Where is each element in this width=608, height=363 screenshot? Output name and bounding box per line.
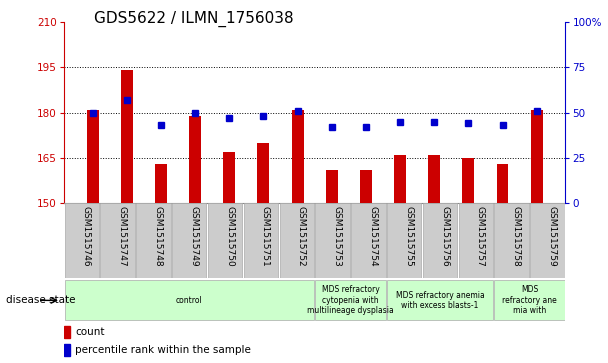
Bar (531, 110, 543, 203)
Text: GSM1515748: GSM1515748 (153, 205, 162, 266)
Bar (316, 280, 385, 321)
Bar (121, 70, 133, 203)
Bar (458, 203, 493, 278)
Bar (223, 152, 235, 203)
Bar (100, 203, 135, 278)
Bar (387, 203, 421, 278)
Text: disease state: disease state (6, 295, 75, 305)
Text: control: control (176, 296, 202, 305)
Bar (494, 280, 565, 321)
Bar (244, 203, 278, 278)
Bar (208, 203, 242, 278)
Text: MDS refractory
cytopenia with
multilineage dysplasia: MDS refractory cytopenia with multilinea… (307, 285, 394, 315)
Text: MDS refractory anemia
with excess blasts-1: MDS refractory anemia with excess blasts… (396, 291, 485, 310)
Text: GSM1515757: GSM1515757 (476, 205, 485, 266)
Text: GSM1515751: GSM1515751 (261, 205, 270, 266)
Text: GSM1515755: GSM1515755 (404, 205, 413, 266)
Text: count: count (75, 327, 105, 337)
Bar (360, 170, 372, 203)
Text: MDS
refractory ane
mia with: MDS refractory ane mia with (502, 285, 557, 315)
Text: GSM1515753: GSM1515753 (333, 205, 342, 266)
Bar (316, 203, 350, 278)
Bar (257, 143, 269, 203)
Bar (64, 326, 70, 338)
Bar (292, 110, 303, 203)
Text: GSM1515749: GSM1515749 (189, 205, 198, 266)
Bar (387, 280, 493, 321)
Bar (64, 203, 99, 278)
Bar (428, 155, 440, 203)
Bar (86, 110, 98, 203)
Bar (494, 203, 529, 278)
Bar (351, 203, 385, 278)
Bar (189, 115, 201, 203)
Bar (64, 344, 70, 356)
Text: percentile rank within the sample: percentile rank within the sample (75, 345, 251, 355)
Text: GSM1515750: GSM1515750 (225, 205, 234, 266)
Text: GSM1515747: GSM1515747 (117, 205, 126, 266)
Text: GSM1515758: GSM1515758 (512, 205, 520, 266)
Bar (172, 203, 207, 278)
Text: GSM1515756: GSM1515756 (440, 205, 449, 266)
Text: GSM1515746: GSM1515746 (81, 205, 91, 266)
Bar (155, 164, 167, 203)
Bar (64, 280, 314, 321)
Text: GDS5622 / ILMN_1756038: GDS5622 / ILMN_1756038 (94, 11, 294, 27)
Bar (423, 203, 457, 278)
Bar (530, 203, 565, 278)
Bar (462, 158, 474, 203)
Bar (136, 203, 171, 278)
Text: GSM1515754: GSM1515754 (368, 205, 378, 266)
Text: GSM1515752: GSM1515752 (297, 205, 306, 266)
Bar (497, 164, 508, 203)
Text: GSM1515759: GSM1515759 (548, 205, 556, 266)
Bar (326, 170, 337, 203)
Bar (394, 155, 406, 203)
Bar (280, 203, 314, 278)
